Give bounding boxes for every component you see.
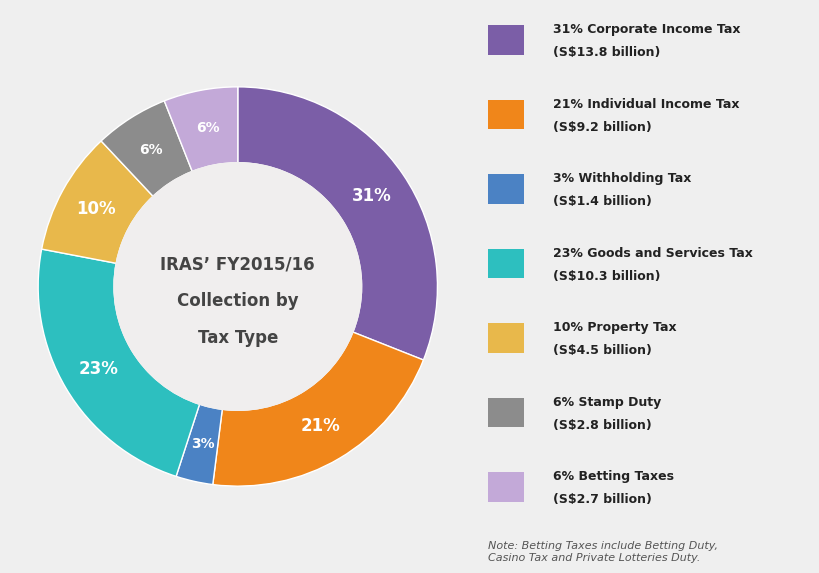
Text: 10% Property Tax: 10% Property Tax [552, 321, 676, 334]
Text: (S$2.8 billion): (S$2.8 billion) [552, 419, 651, 431]
Text: (S$4.5 billion): (S$4.5 billion) [552, 344, 651, 357]
Text: Collection by: Collection by [177, 292, 298, 311]
Text: 3%: 3% [191, 437, 214, 452]
Text: 21%: 21% [300, 417, 340, 435]
Text: 31%: 31% [351, 187, 391, 205]
Text: (S$9.2 billion): (S$9.2 billion) [552, 121, 651, 134]
FancyBboxPatch shape [487, 472, 523, 502]
Text: 23% Goods and Services Tax: 23% Goods and Services Tax [552, 247, 752, 260]
Text: 21% Individual Income Tax: 21% Individual Income Tax [552, 98, 739, 111]
Text: 6%: 6% [139, 143, 163, 157]
Wedge shape [38, 249, 199, 476]
Text: 3% Withholding Tax: 3% Withholding Tax [552, 172, 690, 185]
FancyBboxPatch shape [487, 174, 523, 204]
Circle shape [114, 163, 361, 410]
FancyBboxPatch shape [487, 25, 523, 55]
Text: (S$1.4 billion): (S$1.4 billion) [552, 195, 651, 208]
Wedge shape [238, 87, 437, 360]
Text: IRAS’ FY2015/16: IRAS’ FY2015/16 [161, 255, 314, 273]
Text: (S$10.3 billion): (S$10.3 billion) [552, 270, 659, 282]
Wedge shape [176, 404, 222, 485]
Text: Note: Betting Taxes include Betting Duty,
Casino Tax and Private Lotteries Duty.: Note: Betting Taxes include Betting Duty… [487, 541, 717, 563]
Text: 10%: 10% [76, 199, 115, 218]
FancyBboxPatch shape [487, 398, 523, 427]
Text: (S$2.7 billion): (S$2.7 billion) [552, 493, 651, 506]
Text: 31% Corporate Income Tax: 31% Corporate Income Tax [552, 23, 740, 36]
Wedge shape [164, 87, 238, 171]
Wedge shape [212, 332, 423, 486]
Wedge shape [42, 141, 153, 264]
Text: 6% Stamp Duty: 6% Stamp Duty [552, 396, 660, 409]
Text: Tax Type: Tax Type [197, 329, 278, 347]
FancyBboxPatch shape [487, 323, 523, 353]
Wedge shape [101, 101, 192, 197]
Text: 23%: 23% [79, 360, 119, 378]
FancyBboxPatch shape [487, 249, 523, 278]
Text: 6%: 6% [196, 121, 219, 135]
Text: (S$13.8 billion): (S$13.8 billion) [552, 46, 659, 59]
FancyBboxPatch shape [487, 100, 523, 129]
Text: 6% Betting Taxes: 6% Betting Taxes [552, 470, 673, 483]
